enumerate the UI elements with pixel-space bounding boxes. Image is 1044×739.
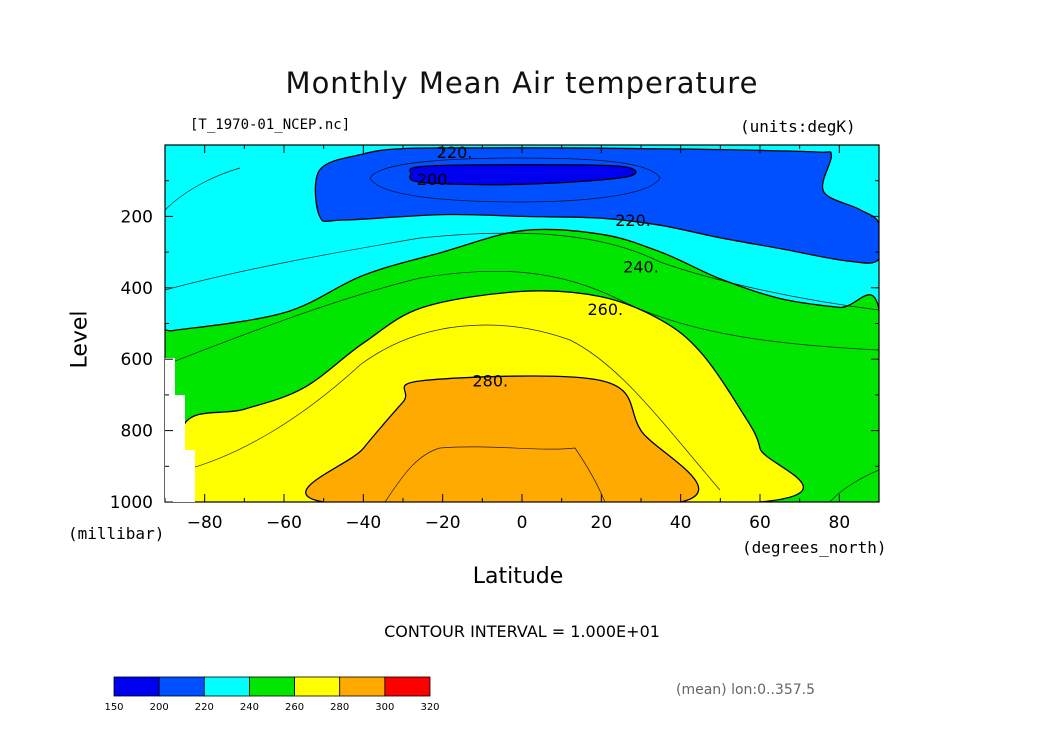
colorbar-label: 300 [375, 702, 394, 713]
colorbar-swatch [294, 676, 341, 697]
contour-line-250 [165, 270, 879, 366]
contour-boundary-200-220 [314, 147, 879, 264]
y-tick-label: 1000 [110, 493, 153, 513]
y-axis-units: (millibar) [68, 524, 165, 543]
x-axis-label: Latitude [472, 564, 564, 589]
contour-boundary-280-300 [305, 375, 700, 502]
contour-label: 240. [623, 257, 659, 276]
x-axis-units: (degrees_north) [742, 538, 887, 557]
contour-interval-note: CONTOUR INTERVAL = 1.000E+01 [384, 622, 660, 641]
colorbar-label: 320 [420, 702, 439, 713]
y-tick-label: 400 [121, 279, 153, 299]
x-tick-label: −20 [425, 513, 461, 533]
colorbar-label: 280 [330, 702, 349, 713]
colorbar-label: 220 [195, 702, 214, 713]
units-note: (units:degK) [740, 117, 856, 136]
x-tick-label: −60 [266, 513, 302, 533]
contour-line-210 [369, 157, 661, 203]
y-tick-label: 600 [121, 350, 153, 370]
colorbar-swatch [113, 676, 160, 697]
contour-label: 200. [417, 170, 453, 189]
contour-line-290 [384, 446, 606, 502]
x-tick-label: 80 [829, 513, 851, 533]
x-tick-label: −40 [345, 513, 381, 533]
colorbar-swatch [249, 676, 295, 697]
mean-info-note: (mean) lon:0..357.5 [676, 682, 816, 698]
plot-area [165, 145, 879, 502]
colorbar-label: 150 [104, 702, 123, 713]
x-tick-label: 60 [749, 513, 771, 533]
x-tick-label: −80 [187, 513, 223, 533]
region-150-200 [409, 164, 636, 185]
x-tick-label: 20 [591, 513, 613, 533]
contour-line-230-north [165, 232, 879, 311]
contour-label: 260. [587, 300, 623, 319]
colorbar-label: 260 [285, 702, 304, 713]
contour-boundary-260-280 [165, 290, 805, 502]
colorbar-label: 200 [150, 702, 169, 713]
contour-line-270 [184, 324, 721, 491]
colorbar-label: 240 [240, 702, 259, 713]
y-tick-label: 800 [121, 422, 153, 442]
colorbar-swatch [384, 676, 431, 697]
contour-label: 220. [615, 211, 651, 230]
dataset-filename: [T_1970-01_NCEP.nc] [190, 117, 351, 133]
y-tick-label: 200 [121, 207, 153, 227]
colorbar-swatch [203, 676, 250, 697]
contour-line-230-south [165, 167, 241, 211]
colorbar-swatch [339, 676, 386, 697]
contour-label: 220. [437, 143, 473, 162]
missing-data-notch [165, 358, 195, 502]
colorbar-swatch [158, 676, 205, 697]
region-280-300 [305, 376, 699, 502]
contour-line-250-east [829, 469, 879, 502]
x-tick-label: 40 [670, 513, 692, 533]
contour-boundary-240-260 [165, 228, 879, 502]
x-tick-label: 0 [517, 513, 528, 533]
contour-label: 280. [472, 372, 508, 391]
chart-title: Monthly Mean Air temperature [285, 66, 759, 100]
contour-boundary-150-200 [409, 163, 637, 186]
